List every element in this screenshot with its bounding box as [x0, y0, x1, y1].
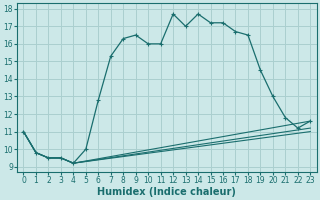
X-axis label: Humidex (Indice chaleur): Humidex (Indice chaleur): [98, 187, 236, 197]
